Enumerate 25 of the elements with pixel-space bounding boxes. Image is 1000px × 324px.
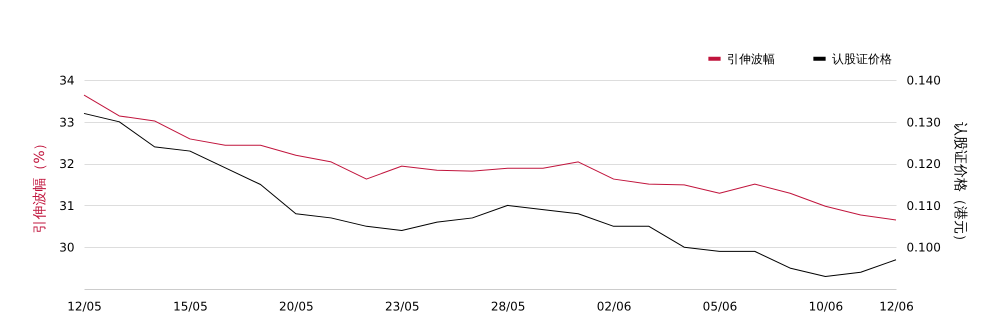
x-tick-label: 23/05: [384, 300, 420, 314]
y-tick-label: 30: [59, 240, 74, 255]
x-tick-label: 28/05: [490, 300, 526, 314]
y2-axis-title: 认股证价格（港元）: [952, 122, 968, 248]
y2-tick-label: 0.100: [906, 240, 941, 255]
y-tick-label: 34: [59, 74, 74, 88]
x-tick-label: 02/06: [596, 300, 632, 314]
y2-tick-label: 0.110: [906, 198, 941, 213]
y-tick-label: 32: [59, 157, 74, 172]
y-tick-label: 31: [59, 198, 74, 213]
x-tick-label: 15/05: [173, 300, 208, 314]
y-axis-title: 引伸波幅（%）: [32, 136, 48, 234]
x-tick-label: 05/06: [702, 300, 738, 314]
y2-tick-label: 0.140: [906, 74, 941, 88]
y2-tick-label: 0.130: [906, 115, 941, 130]
x-tick-label: 10/06: [808, 300, 844, 314]
x-tick-label: 20/05: [279, 300, 314, 314]
y2-tick-label: 0.120: [906, 157, 941, 172]
line-series: [84, 94, 896, 221]
legend-label: 引伸波幅: [727, 52, 775, 66]
legend-label: 认股证价格: [832, 52, 892, 66]
line-series: [84, 112, 896, 277]
x-tick-label: 12/06: [879, 300, 914, 314]
y-tick-label: 33: [59, 115, 74, 130]
x-tick-label: 12/05: [67, 300, 102, 314]
